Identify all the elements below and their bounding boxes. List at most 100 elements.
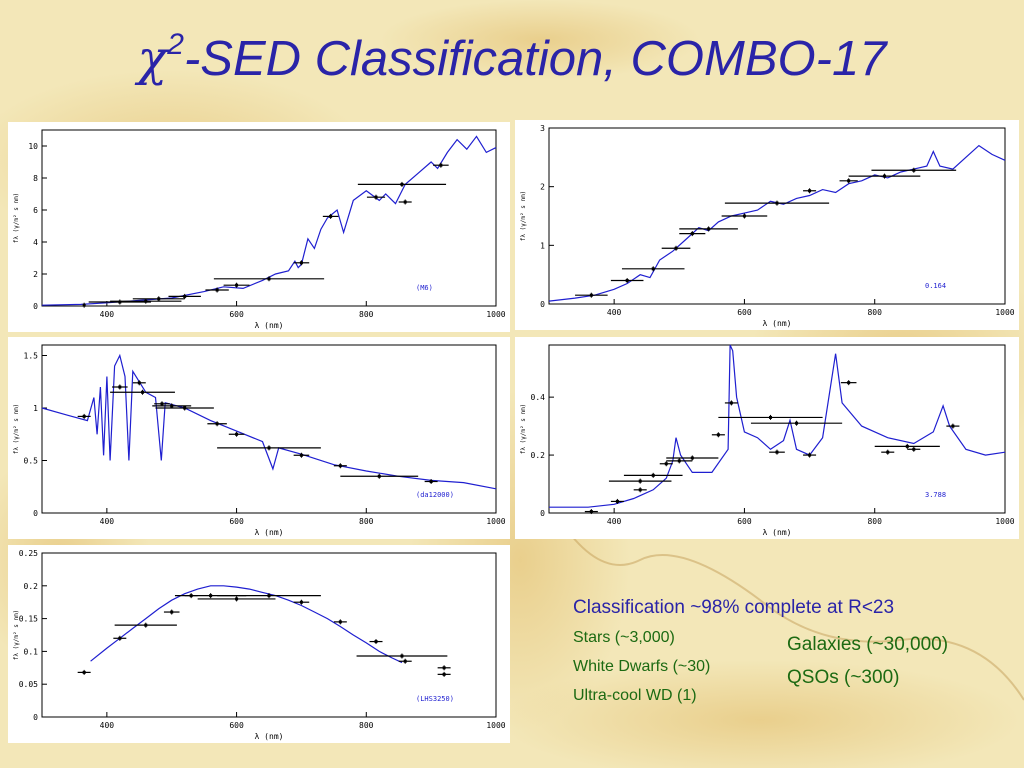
data-marker: [157, 297, 161, 301]
photometry-point: [610, 498, 624, 504]
sed-chart-m6: 400 600 800 1000 0 2 4 6 8 10 λ (nm) fλ (γ/m² s nm)…: [13, 129, 506, 330]
photometry-point: [679, 231, 706, 237]
data-marker: [267, 594, 271, 598]
y-tick-label: 0.1: [24, 647, 39, 656]
data-marker: [374, 640, 378, 644]
data-marker: [912, 447, 916, 451]
y-axis-label: fλ (γ/m² s nm): [13, 610, 20, 661]
photometry-point: [711, 432, 725, 438]
photometry-point: [293, 599, 310, 605]
photometry-point: [666, 455, 719, 461]
photometry-point: [907, 446, 921, 452]
object-label: (da12000): [416, 491, 454, 499]
x-tick-label: 800: [359, 721, 374, 730]
x-tick-label: 600: [229, 310, 244, 319]
photometry-point: [803, 188, 817, 194]
data-marker: [742, 214, 746, 218]
x-tick-label: 800: [867, 308, 882, 317]
data-marker: [235, 283, 239, 287]
y-tick-label: 0: [33, 509, 38, 518]
photometry-point: [207, 421, 227, 427]
photometry-point: [633, 487, 647, 493]
photometry-point: [322, 213, 339, 219]
data-marker: [912, 168, 916, 172]
plot-frame: [548, 344, 1006, 514]
data-marker: [882, 174, 886, 178]
x-tick-label: 400: [607, 517, 622, 526]
sed-chart-white-dwarf: 400 600 800 1000 0 0.5 1 1.5 λ (nm) fλ (γ/m² s nm…: [13, 344, 506, 537]
sed-panel-m6: 400 600 800 1000 0 2 4 6 8 10 λ (nm) fλ (γ/m² s nm)…: [8, 122, 510, 332]
photometry-point: [132, 380, 146, 386]
data-marker: [664, 462, 668, 466]
photometry-point: [110, 298, 182, 304]
data-marker: [82, 414, 86, 418]
photometry-point: [357, 181, 447, 187]
data-marker: [775, 450, 779, 454]
y-tick-label: 0: [540, 509, 545, 518]
data-marker: [638, 488, 642, 492]
data-marker: [338, 620, 342, 624]
spectrum-line: [90, 585, 403, 664]
data-marker: [808, 189, 812, 193]
photometry-point: [679, 226, 738, 232]
data-marker: [615, 499, 619, 503]
photometry-point: [205, 287, 229, 293]
photometry-point: [839, 178, 858, 184]
classification-headline: Classification ~98% complete at R<23: [573, 597, 895, 618]
data-marker: [338, 464, 342, 468]
data-marker: [674, 246, 678, 250]
data-marker: [209, 594, 213, 598]
plot-frame: [41, 129, 497, 307]
data-marker: [374, 195, 378, 199]
data-marker: [144, 623, 148, 627]
data-marker: [170, 610, 174, 614]
y-tick-label: 0.2: [531, 451, 546, 460]
spectrum-line: [548, 144, 1006, 302]
plot-frame: [41, 552, 497, 718]
plot-frame: [41, 344, 497, 514]
data-marker: [299, 261, 303, 265]
photometry-point: [82, 302, 86, 308]
data-marker: [638, 479, 642, 483]
y-tick-label: 0: [33, 713, 38, 722]
data-marker: [118, 300, 122, 304]
object-label: 3.788: [925, 491, 946, 499]
galaxies-count: Galaxies (~30,000): [787, 634, 949, 655]
stars-count: Stars (~3,000): [573, 629, 675, 646]
data-marker: [847, 179, 851, 183]
photometry-point: [769, 449, 785, 455]
data-marker: [847, 381, 851, 385]
photometry-point: [437, 671, 451, 677]
data-marker: [768, 415, 772, 419]
data-marker: [716, 433, 720, 437]
photometry-point: [223, 282, 250, 288]
y-axis-label: fλ (γ/m² s nm): [520, 404, 527, 455]
photometry-point: [666, 458, 693, 464]
x-tick-label: 600: [737, 308, 752, 317]
x-tick-label: 1000: [486, 517, 505, 526]
chi-symbol: χ: [137, 30, 168, 87]
photometry-point: [333, 463, 347, 469]
photometry-point: [293, 452, 310, 458]
y-axis-label: fλ (γ/m² s nm): [520, 191, 527, 242]
data-marker: [677, 459, 681, 463]
photometry-point: [575, 292, 608, 298]
data-marker: [183, 294, 187, 298]
photometry-point: [369, 639, 383, 645]
data-marker: [82, 670, 86, 674]
y-axis-label: fλ (γ/m² s nm): [13, 404, 20, 455]
data-marker: [170, 404, 174, 408]
photometry-point: [333, 619, 347, 625]
data-marker: [729, 401, 733, 405]
y-tick-label: 8: [33, 174, 38, 183]
y-tick-label: 0.2: [24, 582, 39, 591]
photometry-point: [213, 276, 325, 282]
data-marker: [215, 288, 219, 292]
y-tick-label: 0.15: [19, 615, 38, 624]
photometry-point: [217, 593, 321, 599]
spectrum-line: [41, 353, 497, 490]
data-marker: [299, 453, 303, 457]
photometry-point: [584, 509, 598, 515]
data-marker: [439, 163, 443, 167]
x-axis-label: λ (nm): [255, 528, 284, 537]
